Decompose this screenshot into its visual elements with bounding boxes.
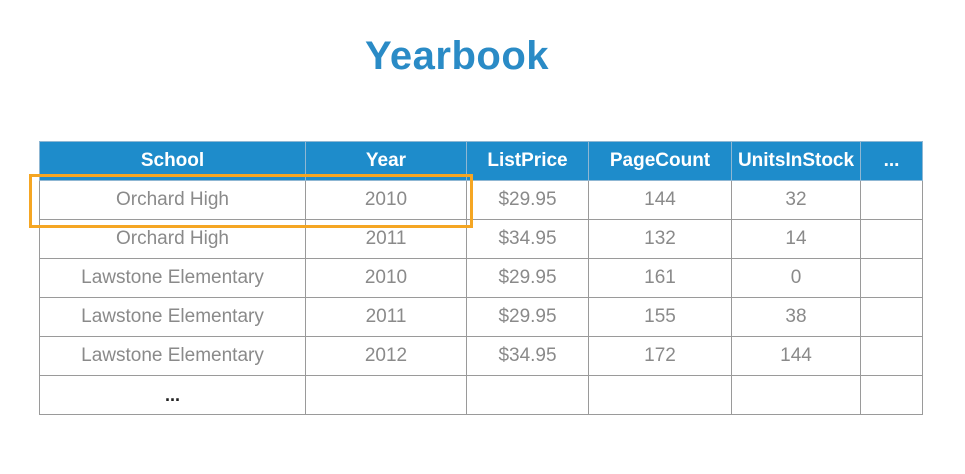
cell-listprice: $29.95 [466, 258, 589, 298]
table-row: Orchard High 2011 $34.95 132 14 [39, 219, 923, 259]
cell-pagecount: 144 [588, 180, 732, 220]
cell-year: 2010 [305, 258, 467, 298]
cell-unitsinstock: 32 [731, 180, 861, 220]
cell-unitsinstock: 0 [731, 258, 861, 298]
cell-school: Lawstone Elementary [39, 336, 306, 376]
cell-listprice [466, 375, 589, 415]
table-row: Orchard High 2010 $29.95 144 32 [39, 180, 923, 220]
cell-more [860, 336, 923, 376]
header-row: School Year ListPrice PageCount UnitsInS… [39, 141, 923, 181]
cell-more [860, 219, 923, 259]
column-header-unitsinstock: UnitsInStock [731, 141, 861, 181]
cell-more [860, 297, 923, 337]
cell-year: 2011 [305, 219, 467, 259]
cell-school: Lawstone Elementary [39, 258, 306, 298]
cell-listprice: $34.95 [466, 219, 589, 259]
cell-listprice: $29.95 [466, 297, 589, 337]
table-row: ... [39, 375, 923, 415]
cell-year: 2012 [305, 336, 467, 376]
cell-listprice: $34.95 [466, 336, 589, 376]
cell-school-ellipsis: ... [39, 375, 306, 415]
yearbook-table: School Year ListPrice PageCount UnitsInS… [39, 141, 923, 415]
table-row: Lawstone Elementary 2011 $29.95 155 38 [39, 297, 923, 337]
cell-year [305, 375, 467, 415]
cell-more [860, 258, 923, 298]
cell-more [860, 180, 923, 220]
cell-pagecount: 155 [588, 297, 732, 337]
cell-unitsinstock: 144 [731, 336, 861, 376]
cell-unitsinstock: 38 [731, 297, 861, 337]
page-title: Yearbook [364, 34, 550, 78]
cell-unitsinstock [731, 375, 861, 415]
cell-pagecount: 161 [588, 258, 732, 298]
table-row: Lawstone Elementary 2012 $34.95 172 144 [39, 336, 923, 376]
cell-pagecount [588, 375, 732, 415]
cell-unitsinstock: 14 [731, 219, 861, 259]
cell-more [860, 375, 923, 415]
column-header-year: Year [305, 141, 467, 181]
table-row: Lawstone Elementary 2010 $29.95 161 0 [39, 258, 923, 298]
column-header-school: School [39, 141, 306, 181]
cell-school: Orchard High [39, 219, 306, 259]
cell-school: Lawstone Elementary [39, 297, 306, 337]
column-header-pagecount: PageCount [588, 141, 732, 181]
column-header-more: ... [860, 141, 923, 181]
cell-year: 2011 [305, 297, 467, 337]
cell-pagecount: 132 [588, 219, 732, 259]
cell-pagecount: 172 [588, 336, 732, 376]
cell-year: 2010 [305, 180, 467, 220]
cell-listprice: $29.95 [466, 180, 589, 220]
cell-school: Orchard High [39, 180, 306, 220]
column-header-listprice: ListPrice [466, 141, 589, 181]
